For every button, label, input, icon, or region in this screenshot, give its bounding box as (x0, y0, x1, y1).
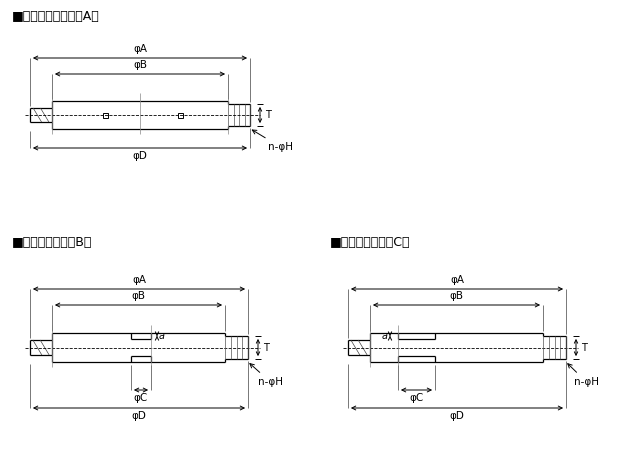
Text: ■穴あきタイプ（B）: ■穴あきタイプ（B） (12, 236, 92, 249)
Bar (177, 113, 182, 117)
Bar (102, 113, 107, 117)
Text: T: T (263, 342, 269, 352)
Text: φB: φB (450, 291, 464, 301)
Text: φC: φC (409, 393, 423, 403)
Text: φA: φA (132, 275, 146, 285)
Text: φB: φB (131, 291, 146, 301)
Text: φA: φA (133, 44, 147, 54)
Text: φD: φD (133, 151, 148, 161)
Text: φA: φA (450, 275, 464, 285)
Text: T: T (581, 342, 587, 352)
Text: φB: φB (133, 60, 147, 70)
Text: n-φH: n-φH (568, 364, 599, 387)
Text: φD: φD (131, 411, 146, 421)
Text: n-φH: n-φH (250, 364, 283, 387)
Text: ■ブランクタイプ（A）: ■ブランクタイプ（A） (12, 10, 100, 23)
Text: φC: φC (134, 393, 148, 403)
Text: ■穴あきタイプ（C）: ■穴あきタイプ（C） (330, 236, 410, 249)
Text: φD: φD (450, 411, 464, 421)
Text: a: a (159, 331, 165, 341)
Text: n-φH: n-φH (252, 130, 293, 152)
Text: a: a (382, 331, 388, 341)
Text: T: T (265, 110, 271, 120)
